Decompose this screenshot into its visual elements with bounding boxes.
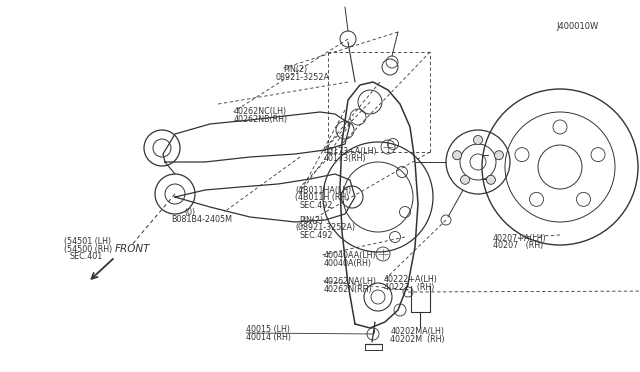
Text: 40173(RH): 40173(RH)	[323, 154, 366, 163]
Text: PIN(2): PIN(2)	[300, 216, 324, 225]
Text: 40202M  (RH): 40202M (RH)	[390, 335, 445, 344]
Text: (0): (0)	[184, 208, 195, 217]
Text: 40040AA(LH): 40040AA(LH)	[323, 251, 376, 260]
Text: (54500 (RH): (54500 (RH)	[64, 245, 112, 254]
Text: 40173+A(LH): 40173+A(LH)	[323, 147, 377, 156]
Text: 40262NB(RH): 40262NB(RH)	[234, 115, 288, 124]
Text: SEC.492: SEC.492	[300, 231, 333, 240]
Text: (54501 (LH): (54501 (LH)	[64, 237, 111, 246]
Text: 40262N(RH): 40262N(RH)	[323, 285, 372, 294]
Text: 40222   (RH): 40222 (RH)	[384, 283, 435, 292]
Text: 40014 (RH): 40014 (RH)	[246, 333, 291, 342]
Text: (4B011HA(LH): (4B011HA(LH)	[295, 186, 351, 195]
Circle shape	[486, 175, 495, 184]
Circle shape	[452, 151, 461, 160]
Text: 40202MA(LH): 40202MA(LH)	[390, 327, 444, 336]
Polygon shape	[175, 174, 355, 222]
Text: PIN(2): PIN(2)	[284, 65, 308, 74]
Text: 40040A(RH): 40040A(RH)	[323, 259, 371, 267]
Text: SEC.401: SEC.401	[69, 252, 102, 261]
Polygon shape	[340, 82, 418, 328]
Text: B081B4-2405M: B081B4-2405M	[172, 215, 232, 224]
Circle shape	[474, 135, 483, 144]
Text: 40262NA(LH): 40262NA(LH)	[323, 277, 376, 286]
Text: (4B011H (RH): (4B011H (RH)	[295, 193, 349, 202]
Text: J400010W: J400010W	[557, 22, 599, 31]
Text: 40262NC(LH): 40262NC(LH)	[234, 107, 287, 116]
Circle shape	[461, 175, 470, 184]
Text: (08921-3252A): (08921-3252A)	[295, 223, 355, 232]
Text: SEC.492: SEC.492	[300, 201, 333, 210]
Text: 40015 (LH): 40015 (LH)	[246, 325, 291, 334]
Text: 40207   (RH): 40207 (RH)	[493, 241, 543, 250]
Polygon shape	[163, 112, 350, 162]
Text: FRONT: FRONT	[115, 244, 150, 254]
Circle shape	[495, 151, 504, 160]
Text: 40207+A(LH): 40207+A(LH)	[493, 234, 547, 243]
Text: 40222+A(LH): 40222+A(LH)	[384, 275, 438, 284]
Text: 08921-3252A: 08921-3252A	[275, 73, 329, 81]
